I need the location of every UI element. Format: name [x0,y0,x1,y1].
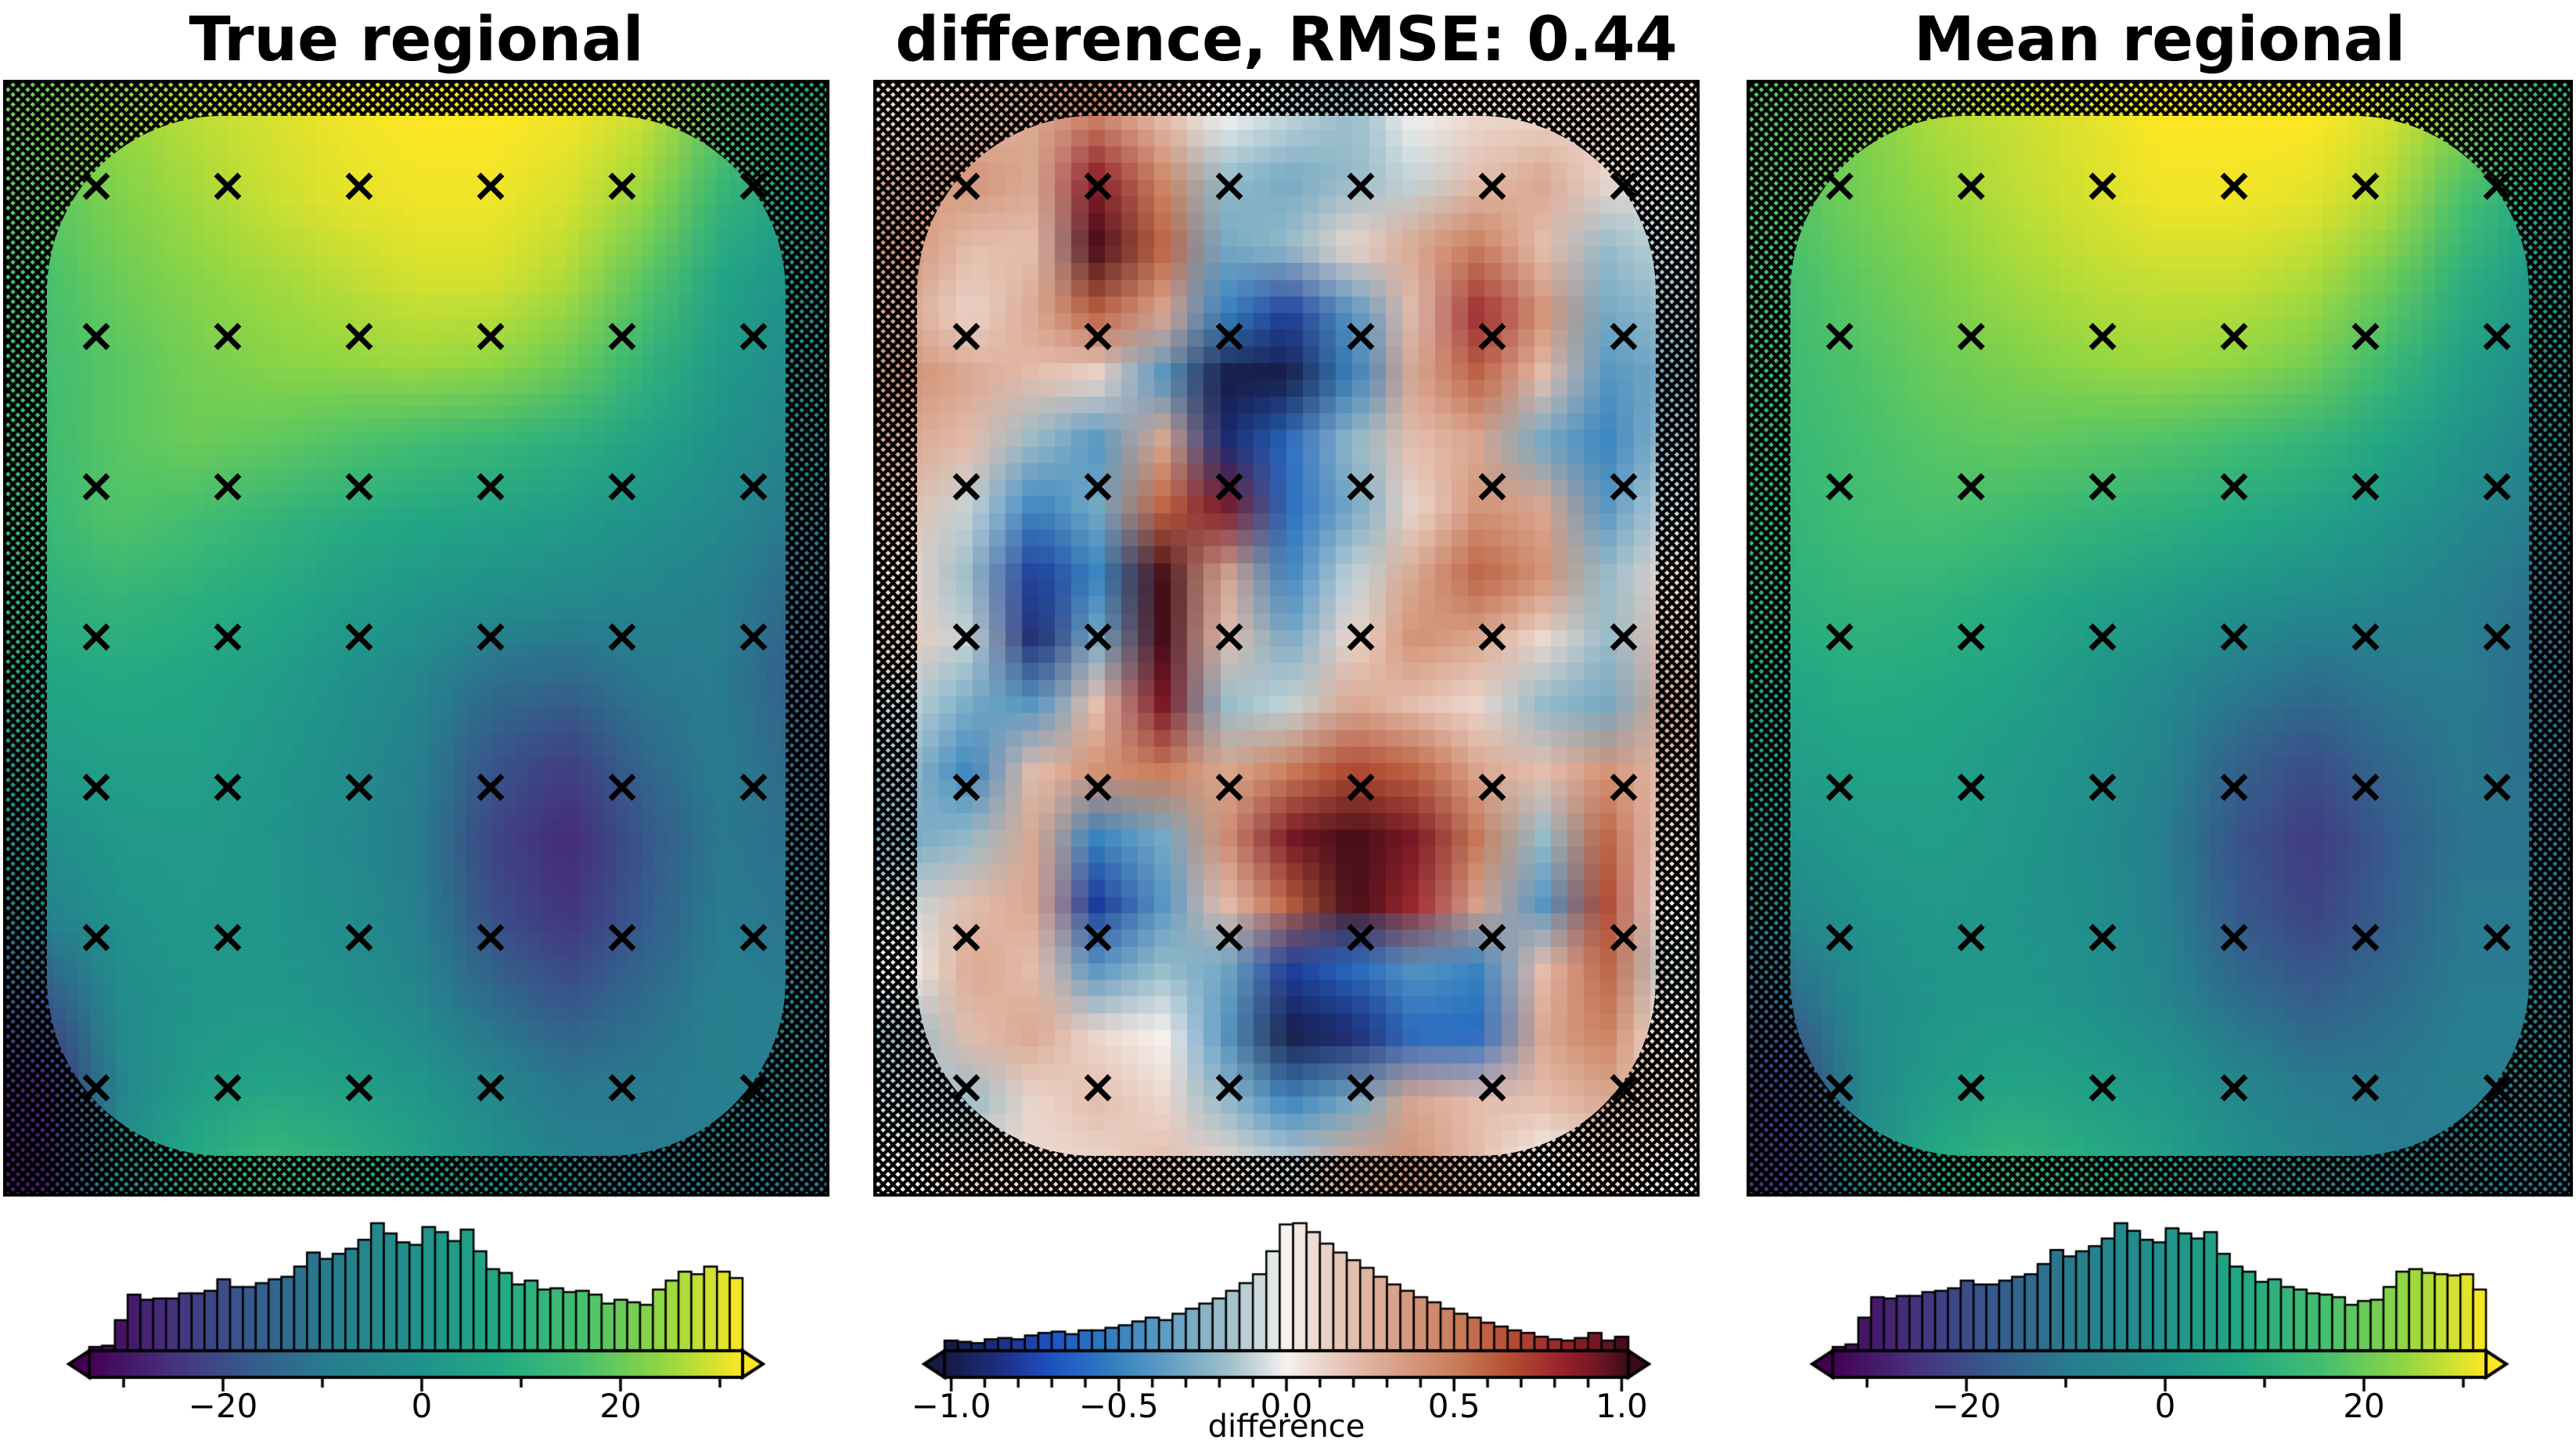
colorbar-tick-label: −1.0 [911,1387,991,1425]
colorbar-tick-label: 20 [599,1387,642,1425]
colorbar-tick-label: −20 [1931,1387,2002,1425]
colorbar-tick-label: 0 [411,1387,433,1425]
difference-axis-label: difference [1207,1409,1365,1445]
colorbar-tick-label: 1.0 [1595,1387,1648,1425]
colorbar-tick-label: 0.0 [1260,1387,1313,1425]
colorbar-tick-label: 20 [2343,1387,2385,1425]
colorbar-tick-label: −20 [188,1387,258,1425]
colorbar-tick-label: 0.5 [1427,1387,1480,1425]
colorbar-tick-label: 0 [2154,1387,2176,1425]
colorbar-tick-label: −0.5 [1078,1387,1159,1425]
